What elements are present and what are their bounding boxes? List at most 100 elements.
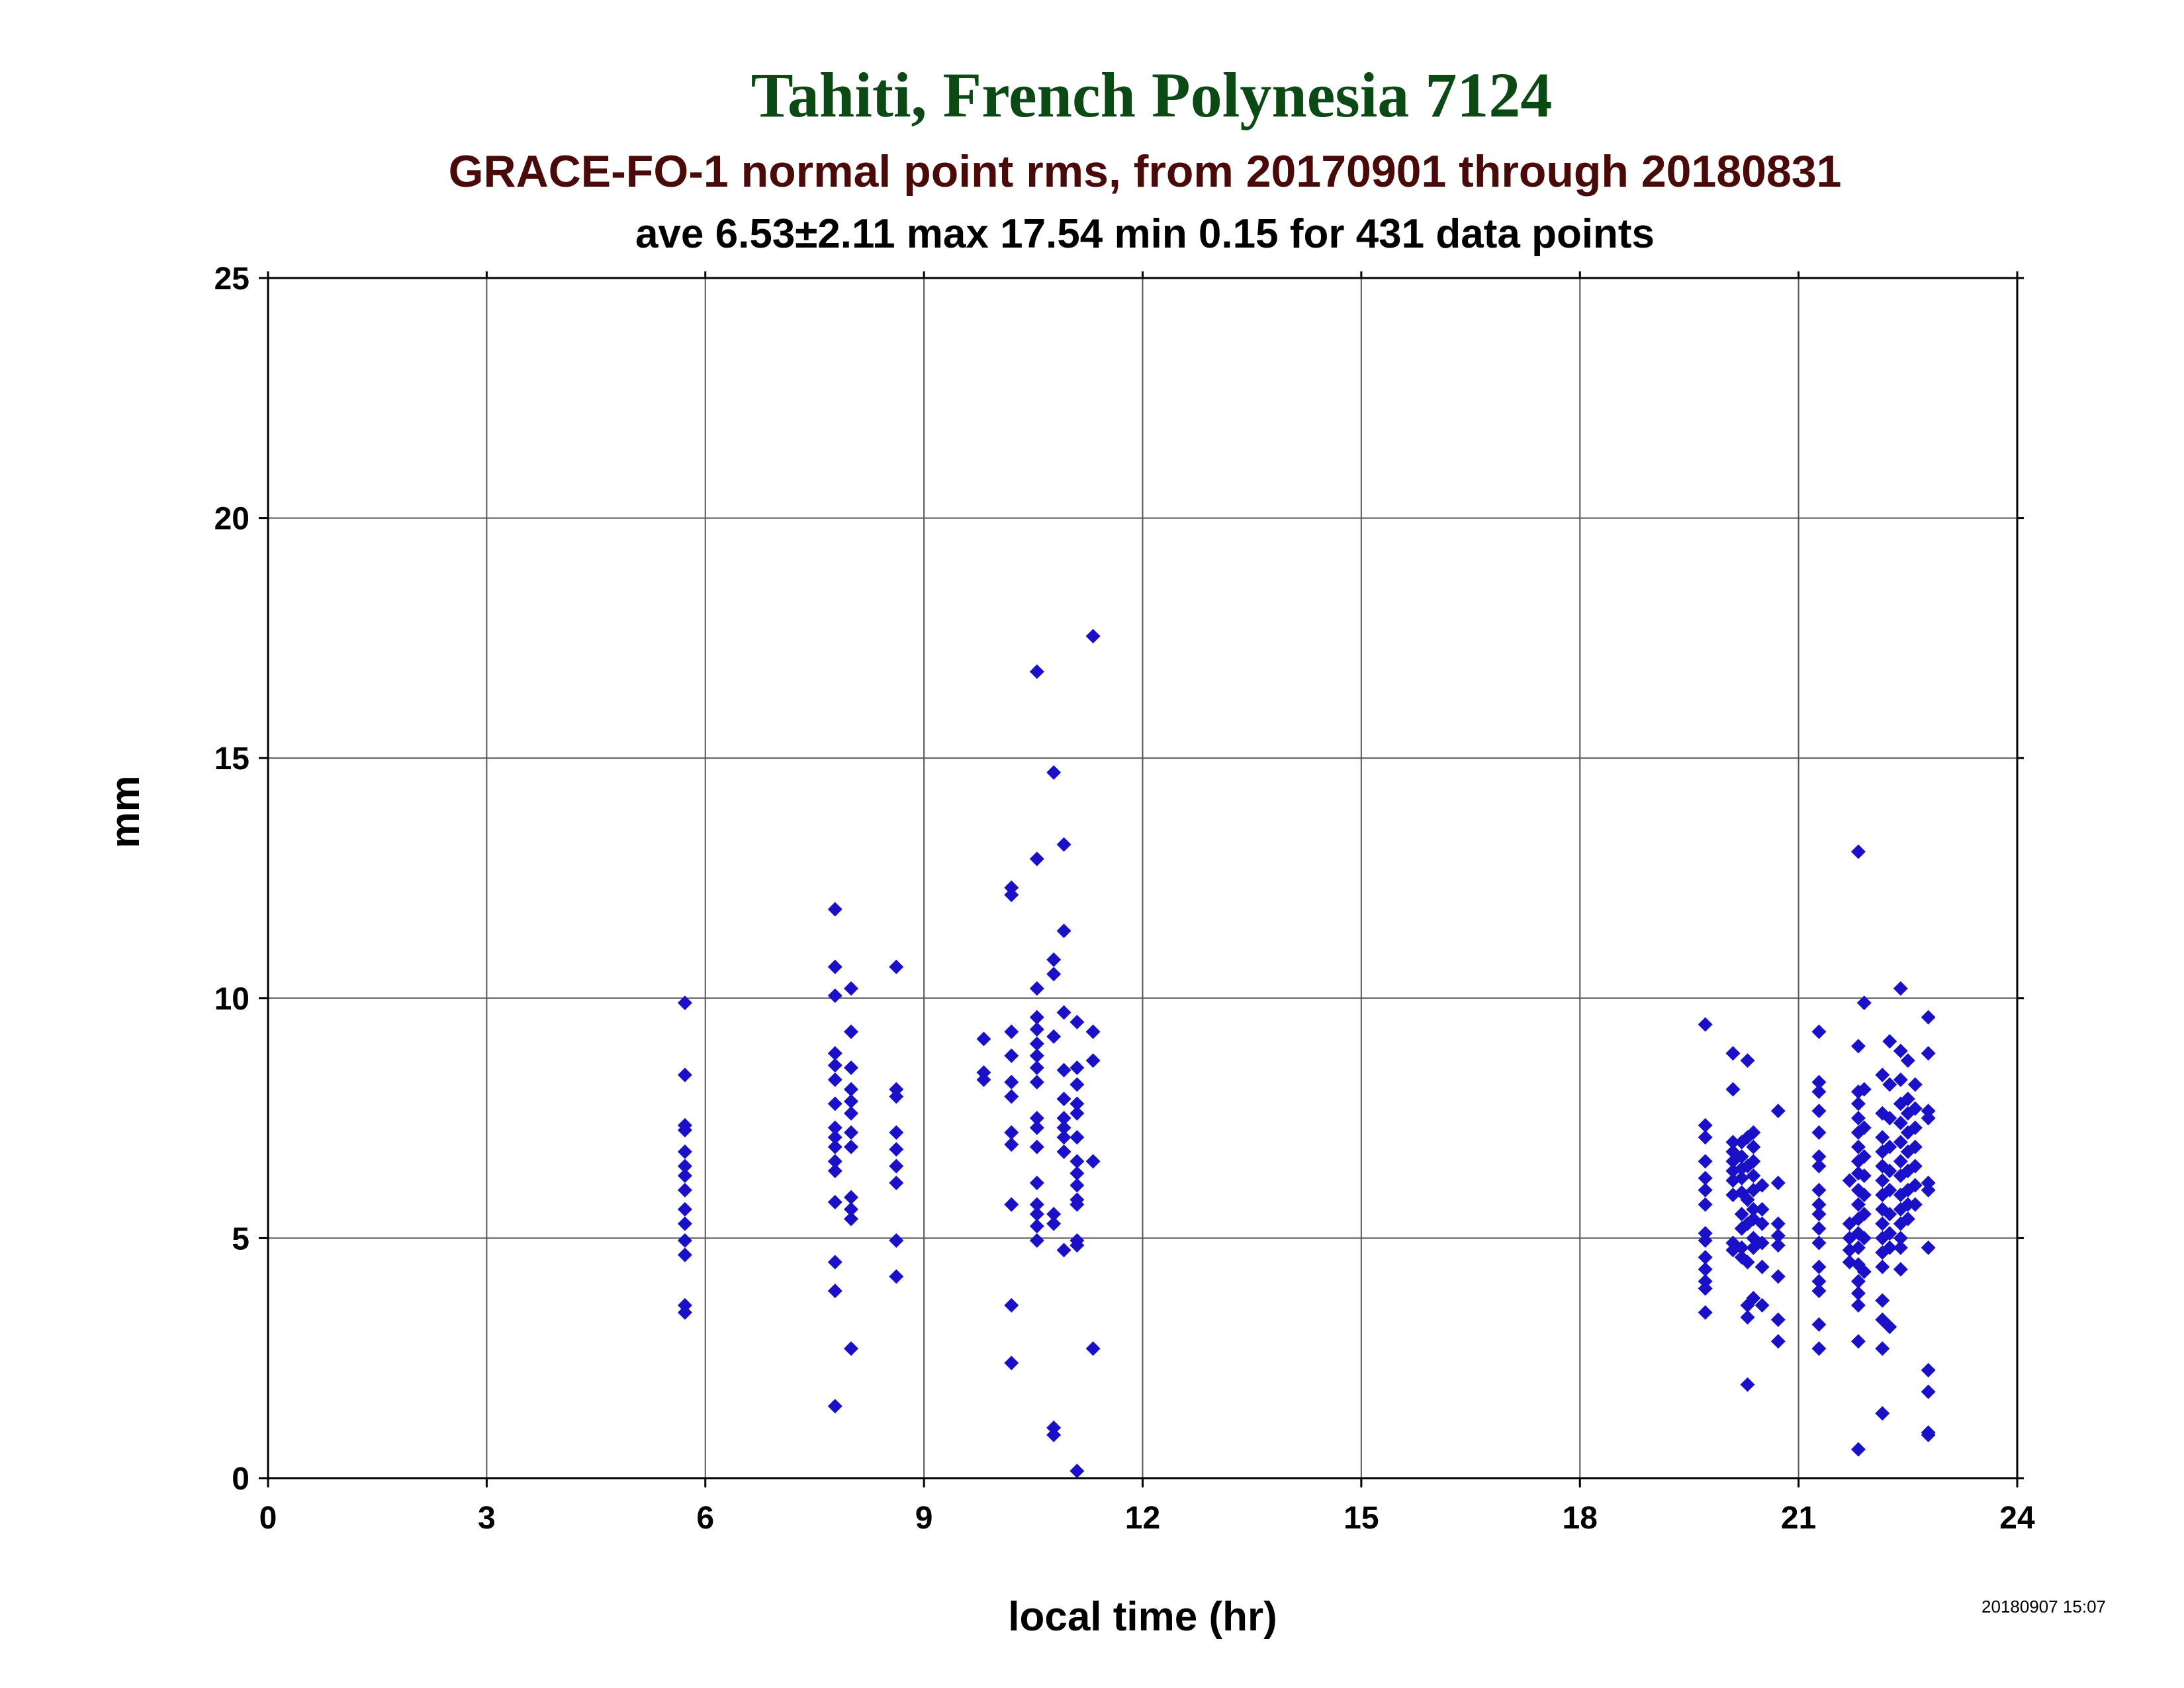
data-point — [1056, 1144, 1071, 1159]
data-point — [1056, 923, 1071, 939]
data-point — [844, 1060, 858, 1075]
y-tick-label: 15 — [214, 741, 250, 776]
data-point — [1056, 1243, 1071, 1258]
x-tick-label: 9 — [915, 1501, 933, 1536]
data-point — [1921, 1111, 1936, 1126]
data-point — [1740, 1192, 1755, 1207]
data-point — [1085, 1024, 1101, 1039]
data-point — [1811, 1207, 1827, 1222]
data-point — [677, 1305, 692, 1320]
data-point — [844, 1201, 858, 1217]
data-point — [1740, 1310, 1755, 1325]
data-point — [1811, 1074, 1827, 1090]
data-point — [827, 1072, 842, 1088]
data-point — [1811, 1197, 1827, 1212]
data-point — [827, 1120, 842, 1135]
data-point — [1907, 1178, 1923, 1193]
data-point — [677, 996, 692, 1011]
data-point — [1069, 1197, 1085, 1212]
data-point — [1907, 1120, 1923, 1135]
data-point — [1875, 1259, 1890, 1274]
data-point — [889, 1269, 904, 1284]
data-point — [827, 1163, 842, 1178]
data-point — [1069, 1130, 1085, 1145]
data-point — [1850, 1240, 1866, 1255]
data-point — [1029, 664, 1044, 679]
data-point — [1004, 1137, 1019, 1152]
data-point — [1900, 1053, 1915, 1068]
data-point — [1893, 1115, 1908, 1131]
data-point — [1811, 1274, 1827, 1289]
data-point — [1907, 1158, 1923, 1174]
data-point — [1698, 1154, 1713, 1169]
data-point — [1004, 1024, 1019, 1039]
data-point — [1754, 1201, 1770, 1217]
data-point — [1875, 1130, 1890, 1145]
data-point — [1029, 851, 1044, 867]
data-point — [1085, 1053, 1101, 1068]
data-point — [1029, 1176, 1044, 1191]
data-point — [1882, 1163, 1897, 1178]
data-point — [1893, 1154, 1908, 1169]
data-point — [1004, 1355, 1019, 1370]
data-point — [889, 1125, 904, 1140]
axis-ticks: 0 3 6 9 12 15 18 21 24 0 5 10 15 20 25 — [214, 261, 2035, 1536]
data-point — [1069, 1166, 1085, 1181]
data-point — [1069, 1015, 1085, 1030]
data-point — [1754, 1178, 1770, 1193]
data-point — [1850, 1039, 1866, 1054]
data-point — [827, 1139, 842, 1154]
data-point — [827, 988, 842, 1004]
data-point — [677, 1182, 692, 1197]
data-point — [1850, 1334, 1866, 1349]
data-point — [1740, 1053, 1755, 1068]
data-point — [1069, 1178, 1085, 1193]
data-point — [844, 1139, 858, 1154]
data-point — [1850, 1096, 1866, 1111]
data-point — [1856, 996, 1872, 1011]
data-point — [1046, 1029, 1062, 1044]
data-point — [1004, 887, 1019, 902]
data-point — [1029, 1207, 1044, 1222]
data-point — [889, 1233, 904, 1248]
x-tick-label: 0 — [259, 1501, 277, 1536]
data-point — [844, 981, 858, 996]
data-point — [1856, 1168, 1872, 1184]
data-point — [1029, 1060, 1044, 1075]
data-point — [1029, 1219, 1044, 1234]
data-point — [1856, 1264, 1872, 1280]
data-point — [844, 1094, 858, 1109]
data-point — [844, 1024, 858, 1039]
data-point — [1893, 1262, 1908, 1277]
data-point — [1921, 1046, 1936, 1061]
data-point — [1046, 952, 1062, 967]
data-point — [677, 1168, 692, 1184]
data-point — [1029, 1111, 1044, 1126]
data-point — [1811, 1317, 1827, 1332]
data-point — [1850, 1111, 1866, 1126]
data-point — [1069, 1464, 1085, 1479]
data-point — [1875, 1293, 1890, 1308]
data-point — [1900, 1211, 1915, 1227]
data-point — [1056, 1005, 1071, 1020]
data-point — [1029, 1233, 1044, 1248]
site-title: Tahiti, French Polynesia 7124 — [751, 60, 1553, 130]
data-point — [1875, 1067, 1890, 1082]
data-point — [1069, 1096, 1085, 1111]
x-tick-label: 18 — [1563, 1501, 1598, 1536]
data-point — [1882, 1240, 1897, 1255]
data-point — [1856, 1082, 1872, 1097]
data-point — [1746, 1154, 1761, 1169]
data-point — [1811, 1341, 1827, 1356]
x-tick-label: 3 — [478, 1501, 496, 1536]
data-point — [827, 1195, 842, 1210]
data-point — [1770, 1238, 1786, 1253]
data-point — [1811, 1084, 1827, 1100]
data-point — [1004, 1089, 1019, 1104]
data-point — [1882, 1182, 1897, 1197]
data-point — [677, 1233, 692, 1248]
data-point — [1056, 1111, 1071, 1126]
data-point — [1085, 1154, 1101, 1169]
data-point — [1698, 1305, 1713, 1320]
data-point — [1698, 1017, 1713, 1032]
